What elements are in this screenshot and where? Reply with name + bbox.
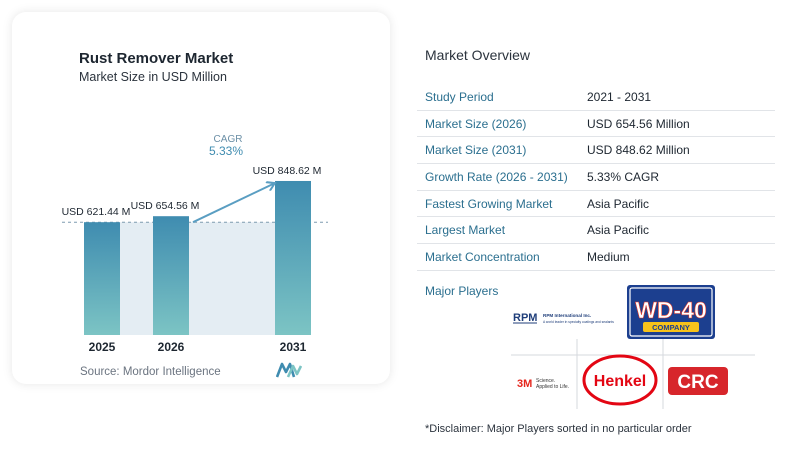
crc-logo: CRC [668, 367, 728, 395]
value-label-2025: USD 621.44 M [62, 206, 131, 218]
overview-value: USD 848.62 Million [587, 143, 690, 158]
category-label-2031: 2031 [280, 340, 307, 354]
major-players-title: Major Players [425, 284, 499, 298]
wd40-logo: WD-40 COMPANY [627, 285, 715, 339]
value-label-2026: USD 654.56 M [131, 200, 200, 212]
bar-2031 [275, 180, 311, 335]
category-label-2026: 2026 [158, 340, 185, 354]
chart-title: Rust Remover Market [79, 50, 234, 67]
overview-row: Largest Market Asia Pacific [417, 217, 775, 245]
overview-label: Fastest Growing Market [425, 196, 553, 211]
cagr-label: CAGR [214, 134, 243, 145]
overview-label: Market Size (2031) [425, 143, 527, 158]
overview-value: Asia Pacific [587, 223, 650, 238]
overview-row: Market Size (2031) USD 848.62 Million [417, 137, 775, 165]
overview-label: Study Period [425, 89, 494, 104]
overview-row: Study Period 2021 - 2031 [417, 84, 775, 111]
henkel-mark: Henkel [594, 373, 646, 390]
overview-value: Asia Pacific [587, 196, 650, 211]
rpm-tagline: A world leader in specialty coatings and… [543, 320, 614, 324]
major-players-logos: RPM RPM International Inc. A world leade… [511, 285, 755, 409]
overview-label: Market Concentration [425, 249, 540, 264]
wd40-mark: WD-40 [635, 297, 707, 323]
overview-value: 2021 - 2031 [587, 89, 652, 104]
value-label-2031: USD 848.62 M [253, 165, 322, 177]
3m-tagline2: Applied to Life. [536, 384, 569, 390]
overview-label: Growth Rate (2026 - 2031) [425, 169, 568, 184]
crc-mark: CRC [677, 372, 718, 393]
bar-chart: USD 621.44 M 2025 USD 654.56 M 2026 USD 848.… [62, 134, 328, 354]
overview-value: 5.33% CAGR [587, 169, 660, 184]
overview-label: Market Size (2026) [425, 116, 527, 131]
cagr-value: 5.33% [209, 144, 243, 158]
mordor-logo-icon [276, 362, 302, 378]
overview-row: Fastest Growing Market Asia Pacific [417, 191, 775, 218]
3m-mark: 3M [517, 378, 532, 390]
overview-row: Growth Rate (2026 - 2031) 5.33% CAGR [417, 164, 775, 191]
wd40-sub: COMPANY [652, 323, 690, 332]
rpm-name: RPM International Inc. [543, 313, 591, 318]
overview-value: USD 654.56 Million [587, 116, 690, 131]
category-label-2025: 2025 [89, 340, 116, 354]
rpm-logo: RPM RPM International Inc. A world leade… [513, 312, 614, 324]
chart-source: Source: Mordor Intelligence [80, 366, 221, 378]
overview-row: Market Concentration Medium [417, 244, 775, 271]
bar-2025 [84, 222, 120, 335]
rpm-mark: RPM [513, 312, 537, 324]
chart-subtitle: Market Size in USD Million [79, 70, 227, 84]
bar-2026 [153, 216, 189, 335]
overview-title: Market Overview [425, 47, 531, 63]
overview-value: Medium [587, 249, 630, 264]
disclaimer: *Disclaimer: Major Players sorted in no … [425, 423, 692, 435]
overview-table: Study Period 2021 - 2031 Market Size (20… [417, 84, 775, 271]
overview-row: Market Size (2026) USD 654.56 Million [417, 111, 775, 138]
3m-tagline: Science. [536, 378, 555, 384]
cagr-arrow [192, 184, 273, 224]
henkel-logo: Henkel [582, 354, 658, 406]
3m-logo: 3M Science. Applied to Life. [517, 378, 569, 390]
overview-label: Largest Market [425, 223, 506, 238]
reference-band [84, 222, 311, 335]
